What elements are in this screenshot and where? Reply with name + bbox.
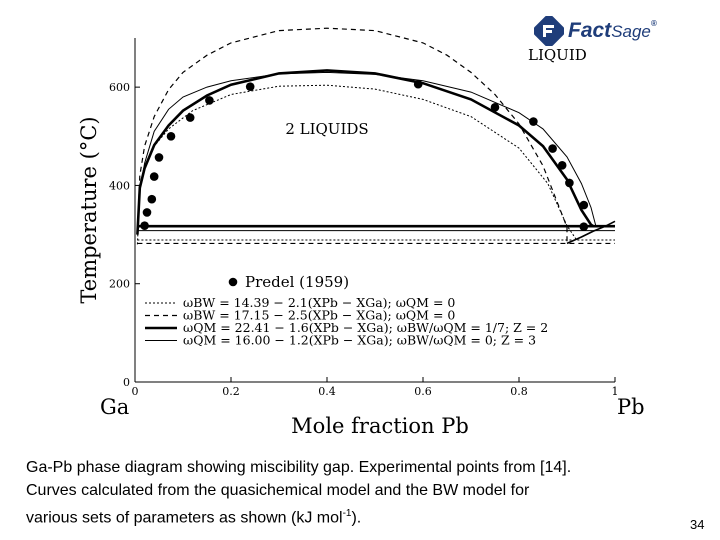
- x-tick-label: 0.2: [222, 385, 240, 398]
- series-curve-dotted: [136, 84, 578, 245]
- y-tick-label: 600: [109, 81, 130, 94]
- experimental-point: [245, 82, 255, 91]
- right-component-label: Pb: [617, 395, 645, 419]
- plot-labels: Mole fraction Pb Temperature (°C) Ga Pb LIQU…: [77, 46, 645, 438]
- x-tick-label: 0.8: [510, 385, 528, 398]
- plot-axes: 0 0.2 0.4 0.6 0.8 1 0 200 400 600: [109, 38, 619, 398]
- y-axis-label: Temperature (°C): [77, 116, 101, 303]
- series-layer: [136, 27, 616, 245]
- left-component-label: Ga: [100, 395, 129, 419]
- x-tick-label: 0.6: [414, 385, 432, 398]
- factsage-logo: FactSage®: [534, 14, 657, 48]
- pb-side-liquidus: [566, 220, 616, 245]
- region-label: 2 LIQUIDS: [285, 120, 368, 138]
- y-tick-label: 200: [109, 278, 130, 291]
- experimental-points: [140, 79, 589, 232]
- phase-diagram-chart: 0 0.2 0.4 0.6 0.8 1 0 200 400 600 Mole fraction P…: [77, 27, 645, 438]
- x-tick-label: 0: [132, 385, 139, 398]
- logo-wordmark: FactSage®: [568, 19, 657, 42]
- region-label: LIQUID: [528, 46, 587, 64]
- y-tick-label: 400: [109, 179, 130, 192]
- series-curve-dashed: [136, 27, 568, 245]
- x-axis-label: Mole fraction Pb: [291, 414, 469, 438]
- caption-line-3: various sets of parameters as shown (kJ …: [26, 508, 362, 527]
- experimental-point: [142, 208, 152, 217]
- series-curve-solid-thin: [136, 71, 597, 235]
- experimental-point: [548, 144, 557, 153]
- factsage-emblem-icon: [534, 16, 564, 46]
- experimental-point: [147, 194, 157, 204]
- experimental-point: [529, 117, 538, 126]
- experimental-point: [579, 222, 589, 232]
- experimental-point: [579, 200, 589, 210]
- page-number: 34: [690, 517, 705, 532]
- figure-caption: Ga-Pb phase diagram showing miscibility …: [26, 456, 694, 529]
- experimental-point: [490, 102, 500, 112]
- caption-line-1: Ga-Pb phase diagram showing miscibility …: [26, 459, 572, 476]
- experimental-point: [185, 113, 195, 122]
- experimental-point: [413, 79, 423, 89]
- y-tick-label: 0: [123, 376, 130, 389]
- experimental-point: [166, 131, 176, 141]
- chart-legend: Predel (1959) ωBW = 14.39 − 2.1(XPb − XGa…: [145, 273, 548, 348]
- experimental-point: [205, 96, 214, 105]
- legend-marker-predel: [228, 277, 238, 287]
- legend-equation: ωQM = 22.41 − 1.6(XPb − XGa); ωBW/ωQM = …: [183, 320, 548, 335]
- series-curve-solid-thick: [136, 69, 595, 235]
- x-tick-label: 0.4: [318, 385, 336, 398]
- experimental-point: [154, 153, 164, 162]
- caption-line-2: Curves calculated from the quasichemical…: [26, 482, 530, 499]
- experimental-point: [565, 178, 574, 188]
- legend-equation: ωBW = 17.15 − 2.5(XPb − XGa); ωQM = 0: [183, 308, 455, 323]
- experimental-point: [149, 172, 159, 181]
- experimental-point: [557, 160, 567, 170]
- legend-label-predel: Predel (1959): [245, 273, 349, 291]
- x-tick-label: 1: [612, 385, 619, 398]
- legend-equation: ωBW = 14.39 − 2.1(XPb − XGa); ωQM = 0: [183, 295, 455, 310]
- experimental-point: [140, 221, 149, 231]
- legend-equation: ωQM = 16.00 − 1.2(XPb − XGa); ωBW/ωQM = …: [183, 333, 536, 348]
